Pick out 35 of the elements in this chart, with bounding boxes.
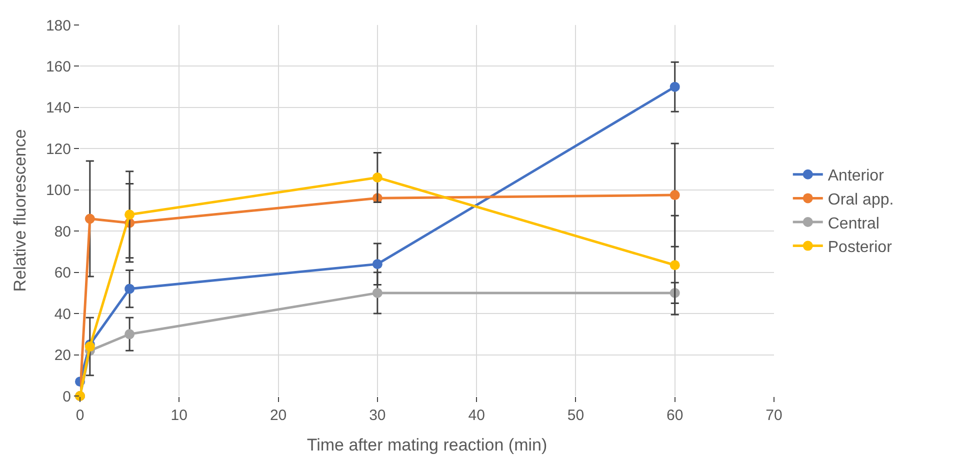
y-tick-label: 20 — [54, 347, 71, 364]
x-tick-label: 70 — [766, 407, 782, 424]
point — [124, 210, 135, 220]
x-tick-label: 40 — [468, 407, 485, 424]
x-axis-title: Time after mating reaction (min) — [306, 435, 548, 454]
x-tick-label: 20 — [270, 407, 287, 424]
point — [670, 260, 680, 270]
point — [670, 82, 680, 92]
point — [372, 288, 382, 298]
point — [372, 172, 382, 183]
x-tick-label: 50 — [567, 407, 584, 424]
y-tick-label: 80 — [54, 223, 71, 240]
point — [124, 284, 135, 294]
y-tick-label: 180 — [46, 17, 71, 34]
legend-label: Central — [828, 215, 880, 232]
x-tick-label: 0 — [76, 407, 84, 424]
y-tick-label: 140 — [46, 100, 71, 117]
legend-label: Oral app. — [828, 191, 894, 208]
y-tick-label: 160 — [46, 58, 71, 76]
y-tick-label: 60 — [54, 264, 71, 282]
point — [372, 259, 382, 270]
x-tick-label: 30 — [369, 407, 386, 424]
y-tick-label: 120 — [46, 140, 71, 158]
y-tick-label: 40 — [54, 306, 71, 323]
point — [670, 190, 680, 200]
point — [84, 342, 95, 352]
y-tick-label: 100 — [46, 182, 71, 200]
legend-label: Anterior — [828, 168, 885, 185]
point — [124, 329, 135, 340]
x-tick-label: 10 — [170, 407, 188, 424]
y-axis-title: Relative fluorescence — [10, 129, 30, 292]
y-tick-label: 0 — [62, 388, 71, 406]
x-tick-label: 60 — [666, 407, 684, 424]
legend-label: Posterior — [828, 239, 893, 256]
point — [84, 214, 95, 224]
